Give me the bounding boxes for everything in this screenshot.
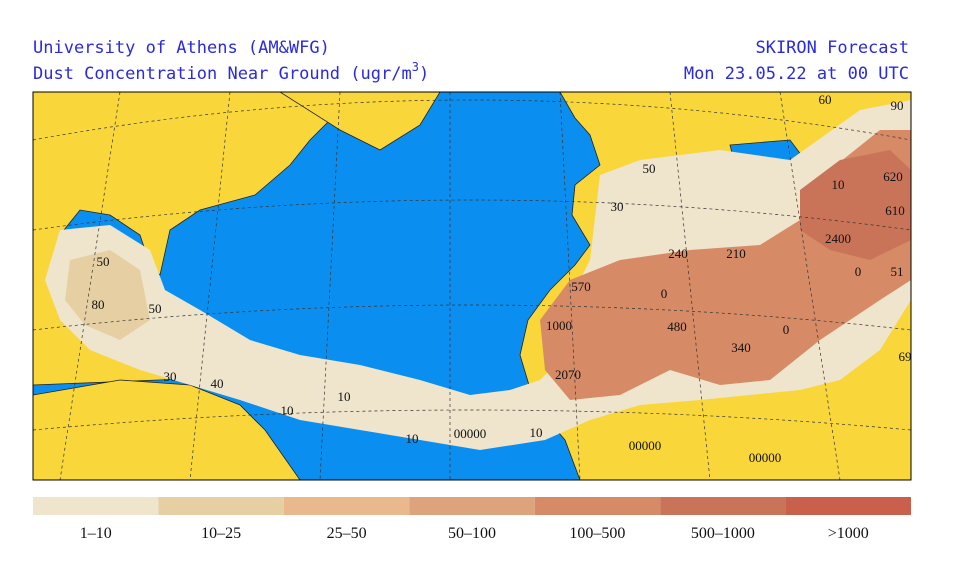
map-label: 50 [149, 301, 162, 316]
map [33, 92, 911, 480]
map-label: 2070 [555, 367, 581, 382]
legend-label: 25–50 [327, 525, 367, 542]
map-label: 0 [661, 286, 668, 301]
south-america [33, 379, 301, 480]
map-label: 00000 [454, 426, 487, 441]
legend-swatch [785, 497, 911, 515]
map-label: 610 [885, 203, 905, 218]
header-left-2: Dust Concentration Near Ground (ugr/m3) [33, 60, 429, 84]
map-label: 10 [281, 403, 294, 418]
map-label: 240 [668, 246, 688, 261]
map-label: 340 [731, 340, 751, 355]
map-label: 50 [97, 254, 110, 269]
header-left-1: University of Athens (AM&WFG) [33, 38, 330, 58]
map-label: 210 [726, 246, 746, 261]
map-label: 1000 [546, 318, 572, 333]
header-right-1: SKIRON Forecast [755, 38, 909, 58]
map-label: 00000 [749, 450, 782, 465]
map-label: 80 [92, 297, 105, 312]
map-label: 620 [883, 169, 903, 184]
greenland [279, 92, 441, 151]
map-label: 90 [891, 98, 904, 113]
map-label: 2400 [825, 231, 851, 246]
map-label: 10 [832, 177, 845, 192]
legend-label: 100–500 [569, 525, 625, 542]
legend-swatch [660, 497, 786, 515]
legend-swatch [158, 497, 284, 515]
dust-sahara-core [800, 150, 911, 260]
legend-label: 1–10 [80, 525, 112, 542]
legend-swatch [33, 497, 159, 515]
legend-label: 500–1000 [691, 525, 755, 542]
header-left-2-end: ) [419, 64, 429, 84]
header-superscript: 3 [412, 60, 419, 74]
graticule-lon [59, 92, 841, 480]
map-label: 570 [571, 279, 591, 294]
legend-swatch [409, 497, 535, 515]
map-label: 00000 [629, 438, 662, 453]
map-label: 51 [891, 264, 904, 279]
map-label: 30 [164, 369, 177, 384]
map-label: 69 [899, 349, 912, 364]
map-label: 50 [643, 161, 656, 176]
legend-label: >1000 [828, 525, 869, 542]
graticule-lat [33, 99, 911, 431]
legend-label: 10–25 [201, 525, 241, 542]
map-label: 30 [611, 199, 624, 214]
header-right-2: Mon 23.05.22 at 00 UTC [684, 64, 909, 84]
legend-swatch [534, 497, 661, 515]
header-left-2-text: Dust Concentration Near Ground (ugr/m [33, 64, 412, 84]
map-label: 40 [211, 376, 224, 391]
legend-swatch [283, 497, 410, 515]
map-label: 480 [667, 319, 687, 334]
map-label: 10 [406, 431, 419, 446]
map-label: 10 [530, 425, 543, 440]
map-label: 0 [855, 264, 862, 279]
dust-caribbean [65, 250, 150, 340]
map-label: 10 [338, 389, 351, 404]
map-frame [32, 91, 912, 481]
legend-label: 50–100 [448, 525, 496, 542]
map-label: 60 [819, 92, 832, 107]
map-label: 0 [783, 322, 790, 337]
